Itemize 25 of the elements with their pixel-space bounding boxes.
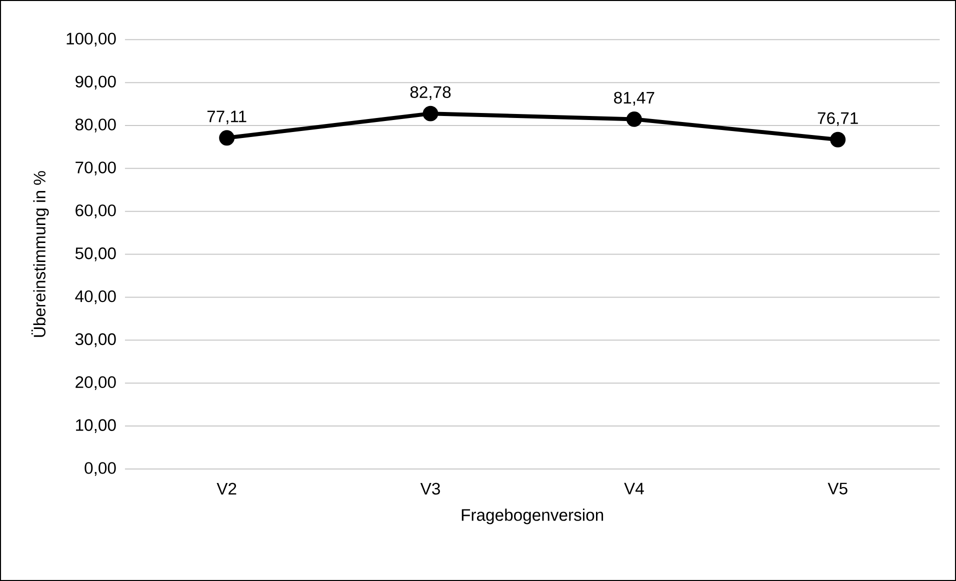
data-label: 77,11 <box>207 110 246 124</box>
y-tick-label: 90,00 <box>76 76 116 90</box>
data-label: 82,78 <box>410 86 451 100</box>
x-tick-label: V2 <box>216 482 236 494</box>
x-tick-label: V3 <box>420 482 440 495</box>
point <box>830 132 846 148</box>
y-tick-label: 80,00 <box>76 118 116 132</box>
point <box>626 111 642 127</box>
y-tick-label: 100,00 <box>66 32 116 47</box>
y-tick-label: 60,00 <box>76 204 116 218</box>
y-tick-label: 10,00 <box>76 419 116 433</box>
y-tick-label: 0,00 <box>84 462 116 476</box>
y-tick-label: 50,00 <box>75 247 116 262</box>
x-tick-label: V5 <box>828 482 848 494</box>
y-tick-label: 40,00 <box>75 290 116 304</box>
y-axis-title: Übereinstimmung in % <box>31 171 49 337</box>
point <box>219 130 235 146</box>
x-tick-label: V4 <box>624 482 644 494</box>
y-tick-label: 20,00 <box>76 376 116 390</box>
point <box>422 106 438 122</box>
y-tick-label: 70,00 <box>76 162 116 176</box>
y-tick-label: 30,00 <box>75 333 116 348</box>
x-axis-title: Fragebogenversion <box>462 508 604 524</box>
data-label: 81,47 <box>614 92 654 106</box>
data-label: 76,71 <box>818 112 858 126</box>
